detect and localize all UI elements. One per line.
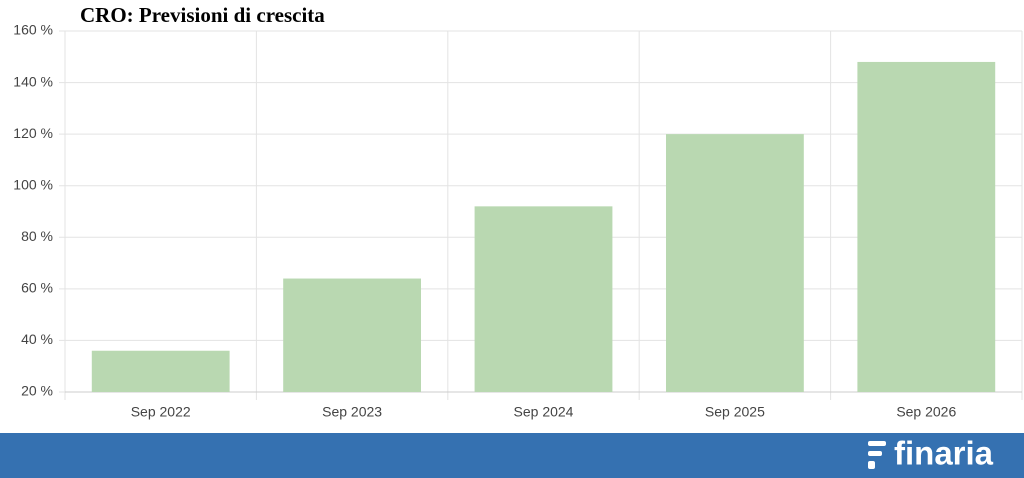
y-tick-label: 160 % bbox=[13, 22, 53, 38]
bar bbox=[857, 61, 996, 392]
x-tick-label: Sep 2023 bbox=[322, 404, 382, 420]
bar bbox=[474, 206, 613, 392]
bar bbox=[665, 134, 804, 392]
y-tick-label: 120 % bbox=[13, 125, 53, 141]
y-tick-label: 20 % bbox=[21, 383, 53, 399]
x-tick-label: Sep 2026 bbox=[896, 404, 956, 420]
y-tick-label: 140 % bbox=[13, 73, 53, 89]
y-tick-label: 100 % bbox=[13, 176, 53, 192]
brand-logo: finaria bbox=[868, 435, 994, 472]
x-tick-label: Sep 2025 bbox=[705, 404, 765, 420]
bar bbox=[283, 278, 422, 392]
brand-name: finaria bbox=[894, 435, 994, 472]
bar bbox=[91, 350, 230, 392]
logo-bar bbox=[868, 461, 875, 469]
y-tick-label: 60 % bbox=[21, 280, 53, 296]
footer-band bbox=[0, 433, 1024, 478]
logo-bar bbox=[868, 441, 886, 446]
logo-bar bbox=[868, 451, 882, 456]
y-tick-label: 40 % bbox=[21, 331, 53, 347]
y-tick-label: 80 % bbox=[21, 228, 53, 244]
x-tick-label: Sep 2022 bbox=[131, 404, 191, 420]
chart-title: CRO: Previsioni di crescita bbox=[80, 3, 325, 27]
x-tick-label: Sep 2024 bbox=[514, 404, 574, 420]
